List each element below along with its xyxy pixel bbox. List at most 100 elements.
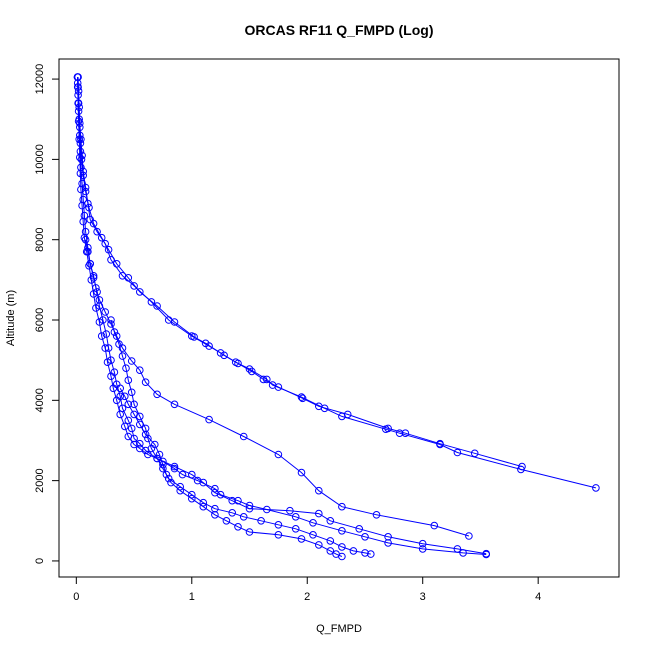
data-point <box>130 440 138 449</box>
data-point <box>326 517 335 525</box>
data-point <box>361 549 369 557</box>
data-point <box>257 517 265 525</box>
data-point <box>188 470 196 479</box>
data-point <box>309 519 317 527</box>
data-point <box>155 450 164 459</box>
data-point <box>89 272 98 280</box>
x-axis-label: Q_FMPD <box>316 623 362 635</box>
data-point <box>401 429 410 438</box>
data-point <box>248 367 256 376</box>
data-point <box>372 511 381 519</box>
data-point <box>76 169 85 178</box>
data-point <box>176 482 184 491</box>
data-point <box>298 394 307 403</box>
data-point <box>153 302 161 310</box>
data-point <box>101 308 109 316</box>
data-point <box>136 420 144 429</box>
data-point <box>199 498 208 507</box>
data-point <box>384 424 392 433</box>
data-point <box>222 517 231 525</box>
series-4 <box>73 73 491 558</box>
data-point <box>286 506 294 515</box>
x-tick-label: 0 <box>73 591 79 603</box>
data-point <box>228 496 236 505</box>
chart-title: ORCAS RF11 Q_FMPD (Log) <box>244 22 433 38</box>
data-point <box>101 239 109 248</box>
y-tick-label: 8000 <box>34 227 46 251</box>
data-point <box>482 549 491 558</box>
data-point <box>518 462 526 471</box>
data-point <box>121 392 129 401</box>
data-point <box>199 502 208 511</box>
data-point <box>170 400 179 409</box>
data-point <box>76 153 84 162</box>
series-line <box>77 77 487 555</box>
y-tick-label: 12000 <box>34 64 46 95</box>
data-point <box>338 502 346 511</box>
series-line <box>77 83 523 468</box>
data-point <box>199 478 208 487</box>
x-tick-label: 1 <box>189 591 195 603</box>
y-axis-label: Altitude (m) <box>5 290 17 346</box>
data-point <box>188 494 196 503</box>
series-7 <box>116 384 346 561</box>
data-point <box>470 449 479 458</box>
data-point <box>201 339 210 348</box>
data-point <box>74 83 82 91</box>
data-point <box>124 416 133 425</box>
data-point <box>153 390 161 399</box>
data-point <box>116 384 124 393</box>
data-point <box>99 316 107 324</box>
data-point <box>102 330 111 338</box>
data-point <box>274 383 283 391</box>
data-point <box>326 537 335 545</box>
data-point <box>297 468 306 477</box>
data-point <box>465 532 473 540</box>
data-point <box>326 547 335 555</box>
data-point <box>239 432 248 441</box>
data-point <box>75 115 83 123</box>
data-point <box>77 163 85 172</box>
data-point <box>245 365 254 373</box>
data-point <box>234 496 242 505</box>
data-point <box>592 484 600 492</box>
data-point <box>118 404 127 413</box>
data-point <box>274 531 283 539</box>
data-point <box>80 211 89 220</box>
data-point <box>418 545 427 553</box>
data-point <box>127 388 136 397</box>
data-point <box>104 245 113 254</box>
data-point <box>220 351 228 360</box>
data-point <box>430 521 439 530</box>
data-point <box>190 333 198 341</box>
x-tick-label: 3 <box>420 591 426 603</box>
data-point <box>144 434 152 443</box>
data-point <box>116 392 124 401</box>
data-point <box>147 298 156 306</box>
data-point <box>136 366 144 375</box>
data-point <box>79 195 87 204</box>
data-point <box>124 274 133 282</box>
data-point <box>453 448 462 457</box>
data-point <box>291 513 300 521</box>
data-point <box>297 393 306 401</box>
data-point <box>315 509 323 518</box>
data-point <box>211 511 219 519</box>
data-point <box>164 474 173 483</box>
data-point <box>395 429 404 438</box>
plot-frame <box>58 58 620 578</box>
series-5 <box>81 235 473 540</box>
data-point <box>355 525 364 533</box>
data-point <box>136 288 144 296</box>
data-point <box>245 504 254 513</box>
data-point <box>211 504 219 513</box>
data-point <box>136 439 144 448</box>
data-point <box>110 368 119 377</box>
data-point <box>297 535 306 543</box>
data-point <box>349 547 358 555</box>
data-point <box>92 284 100 292</box>
data-point <box>291 525 300 533</box>
data-point <box>274 450 283 459</box>
series-line <box>77 77 487 555</box>
data-point <box>162 470 171 479</box>
